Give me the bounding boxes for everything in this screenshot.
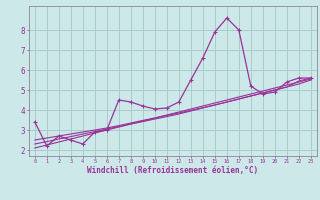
X-axis label: Windchill (Refroidissement éolien,°C): Windchill (Refroidissement éolien,°C) bbox=[87, 166, 258, 175]
